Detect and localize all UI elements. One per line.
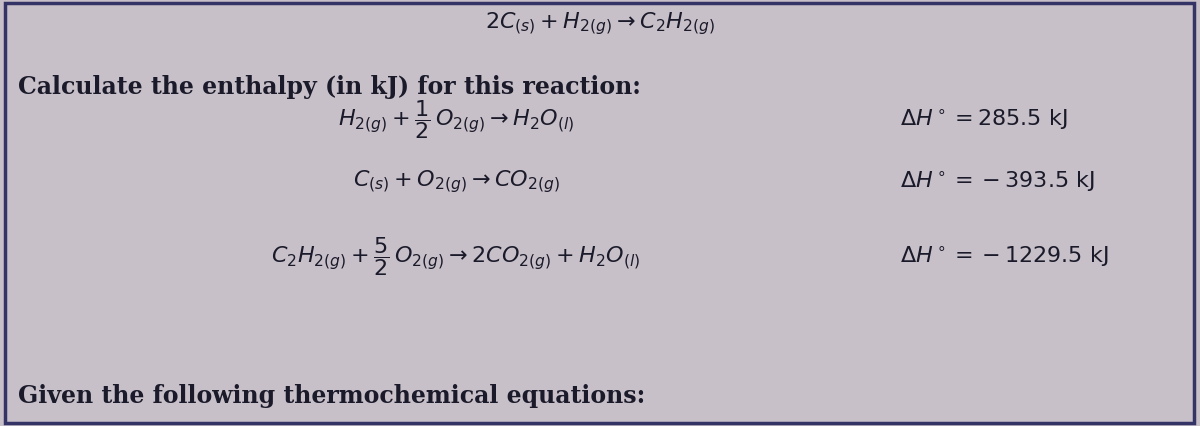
Text: $C_{(s)} + O_{2(g)} \rightarrow CO_{2(g)}$: $C_{(s)} + O_{2(g)} \rightarrow CO_{2(g)…	[353, 168, 559, 194]
Text: $2C_{(s)} + H_{2(g)} \rightarrow C_2H_{2(g)}$: $2C_{(s)} + H_{2(g)} \rightarrow C_2H_{2…	[485, 10, 715, 37]
Text: $\Delta H^\circ = -1229.5\ \mathrm{kJ}$: $\Delta H^\circ = -1229.5\ \mathrm{kJ}$	[900, 243, 1109, 268]
Text: Calculate the enthalpy (in kJ) for this reaction:: Calculate the enthalpy (in kJ) for this …	[18, 75, 641, 98]
Text: $\Delta H^\circ = -393.5\ \mathrm{kJ}$: $\Delta H^\circ = -393.5\ \mathrm{kJ}$	[900, 169, 1094, 193]
Text: $H_{2(g)} + \dfrac{1}{2}\,O_{2(g)} \rightarrow H_2O_{(l)}$: $H_{2(g)} + \dfrac{1}{2}\,O_{2(g)} \righ…	[338, 98, 574, 141]
Text: Given the following thermochemical equations:: Given the following thermochemical equat…	[18, 383, 646, 407]
Text: $\Delta H^\circ = 285.5\ \mathrm{kJ}$: $\Delta H^\circ = 285.5\ \mathrm{kJ}$	[900, 107, 1068, 132]
Text: $C_2H_{2(g)} + \dfrac{5}{2}\,O_{2(g)} \rightarrow 2CO_{2(g)} + H_2O_{(l)}$: $C_2H_{2(g)} + \dfrac{5}{2}\,O_{2(g)} \r…	[271, 234, 641, 277]
